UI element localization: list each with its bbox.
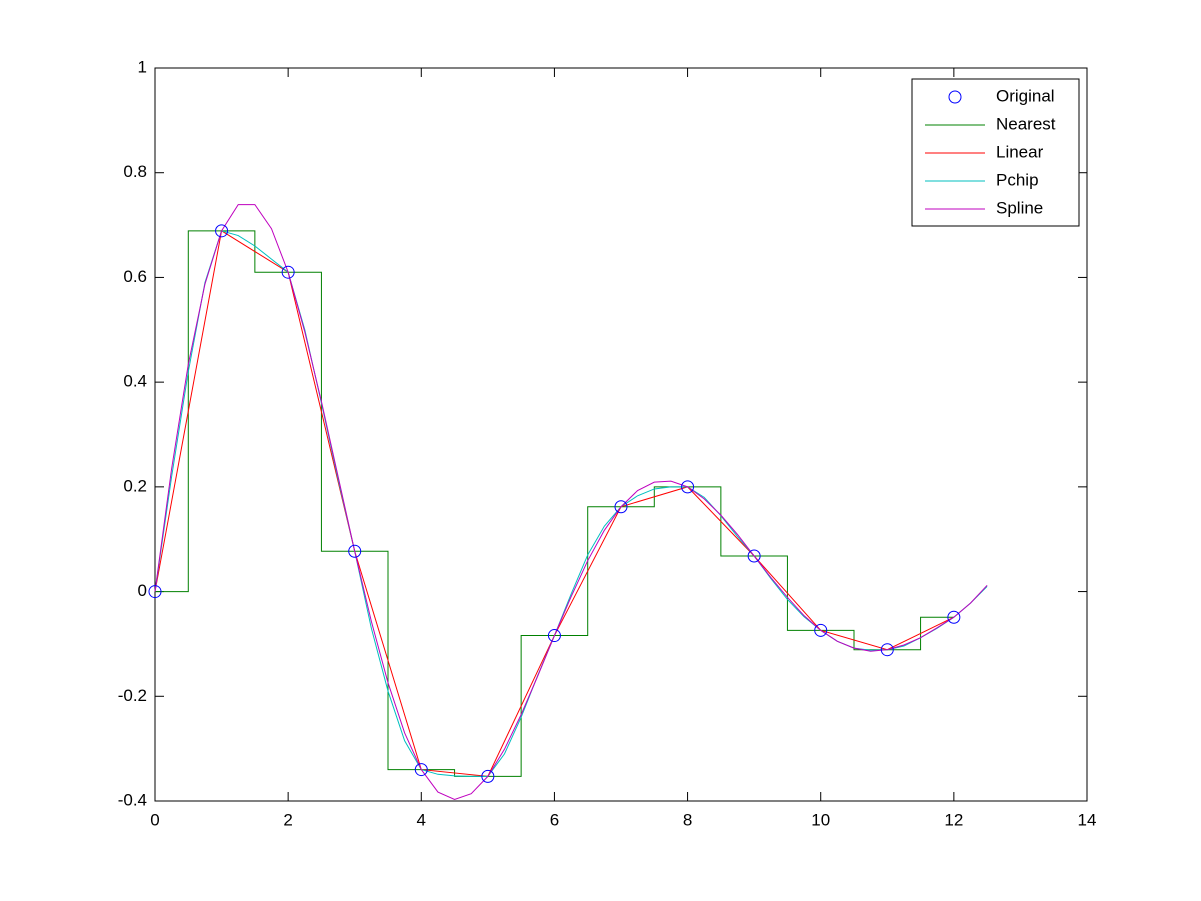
data-point bbox=[681, 480, 695, 494]
legend-label: Linear bbox=[996, 142, 1044, 161]
x-tick-label: 2 bbox=[283, 810, 292, 829]
y-tick-label: -0.4 bbox=[118, 790, 147, 809]
data-point bbox=[547, 629, 561, 643]
legend-label: Original bbox=[996, 86, 1055, 105]
data-point bbox=[814, 623, 828, 637]
x-tick-label: 14 bbox=[1078, 810, 1097, 829]
y-tick-label: 0.8 bbox=[123, 162, 147, 181]
series-line bbox=[154, 204, 988, 800]
legend-label: Nearest bbox=[996, 114, 1056, 133]
data-point bbox=[148, 585, 162, 599]
x-tick-label: 6 bbox=[550, 810, 559, 829]
data-point bbox=[414, 763, 428, 777]
legend-label: Pchip bbox=[996, 170, 1039, 189]
y-tick-label: 0.2 bbox=[123, 476, 147, 495]
y-tick-label: 0.4 bbox=[123, 372, 147, 391]
data-point bbox=[215, 224, 229, 238]
data-point bbox=[747, 549, 761, 563]
x-tick-label: 12 bbox=[944, 810, 963, 829]
y-tick-label: -0.2 bbox=[118, 686, 147, 705]
data-point bbox=[947, 610, 961, 624]
y-tick-label: 1 bbox=[138, 57, 147, 76]
data-point bbox=[348, 544, 362, 558]
data-point bbox=[481, 769, 495, 783]
x-tick-label: 0 bbox=[150, 810, 159, 829]
y-tick-label: 0 bbox=[138, 581, 147, 600]
x-tick-label: 10 bbox=[811, 810, 830, 829]
x-tick-label: 8 bbox=[683, 810, 692, 829]
legend-marker bbox=[948, 90, 962, 104]
y-tick-label: 0.6 bbox=[123, 267, 147, 286]
data-point bbox=[880, 643, 894, 657]
data-point bbox=[281, 265, 295, 279]
x-tick-label: 4 bbox=[417, 810, 426, 829]
data-point bbox=[614, 500, 628, 514]
legend-label: Spline bbox=[996, 198, 1043, 217]
